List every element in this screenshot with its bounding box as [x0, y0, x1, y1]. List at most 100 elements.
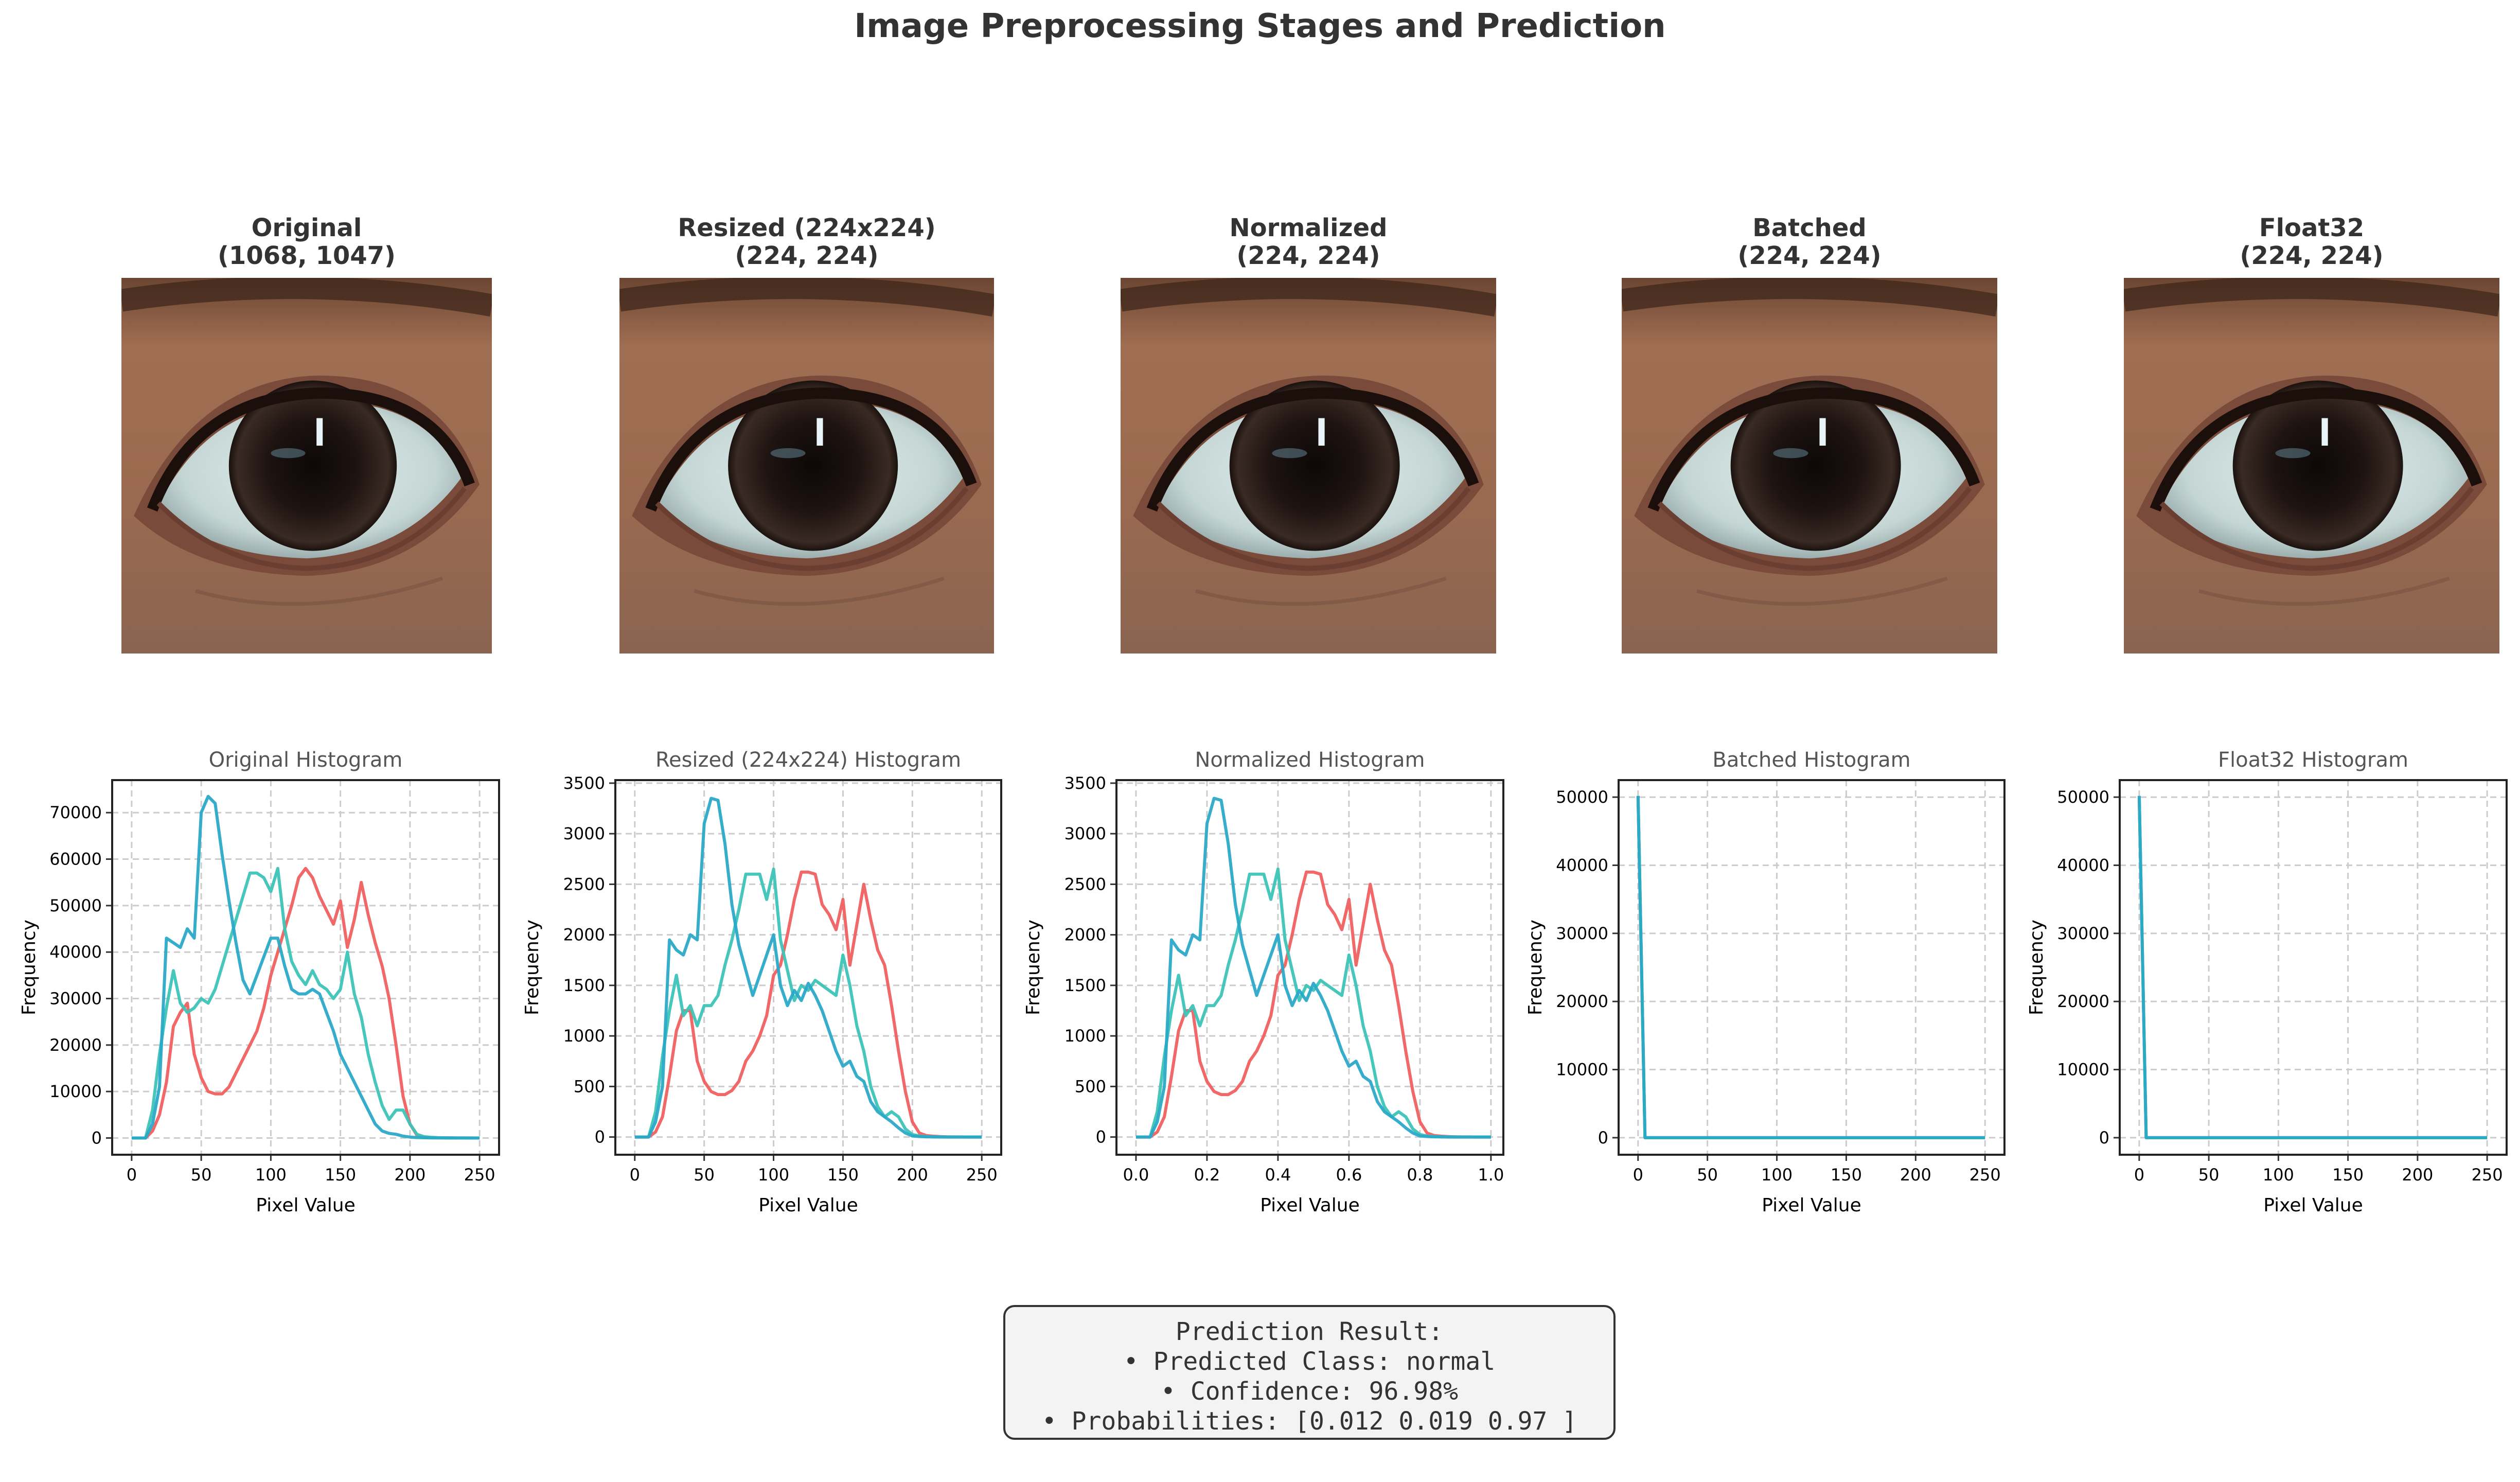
y-tick-label: 0: [1598, 1128, 1608, 1148]
x-axis-label: Pixel Value: [256, 1195, 356, 1216]
y-tick-label: 2000: [563, 925, 605, 945]
y-tick-label: 10000: [1556, 1060, 1608, 1080]
y-tick-label: 0: [2099, 1128, 2109, 1148]
x-tick-label: 50: [694, 1165, 715, 1185]
plot-frame: [1116, 780, 1503, 1155]
series-line-3: [1638, 796, 1985, 1138]
histogram-chart-4: 0 50 100 150 200 250 0 10000 20000 30000 40000 5000…: [1525, 748, 2004, 1216]
y-tick-label: 1000: [563, 1026, 605, 1046]
plot-frame: [1619, 780, 2004, 1155]
series-line-3: [132, 797, 480, 1138]
x-tick-label: 250: [1969, 1165, 2001, 1185]
x-tick-label: 50: [1697, 1165, 1718, 1185]
x-tick-label: 100: [255, 1165, 287, 1185]
series-line-2: [1638, 796, 1985, 1138]
series-line-1: [1638, 796, 1985, 1138]
y-tick-label: 3500: [1064, 773, 1106, 793]
y-axis-label: Frequency: [522, 920, 543, 1015]
histogram-chart-2: 0 50 100 150 200 2500500100015002000250030003…: [522, 748, 1001, 1216]
y-tick-label: 70000: [49, 803, 102, 822]
y-tick-label: 20000: [49, 1035, 102, 1055]
y-tick-label: 10000: [2057, 1060, 2109, 1080]
x-tick-label: 1.0: [1478, 1165, 1504, 1185]
x-tick-label: 0.0: [1123, 1165, 1149, 1185]
series-line-1: [132, 869, 480, 1138]
x-axis-label: Pixel Value: [2263, 1195, 2363, 1216]
prediction-result-box: Prediction Result: • Predicted Class: no…: [1003, 1305, 1616, 1440]
y-tick-label: 1000: [1064, 1026, 1106, 1046]
y-axis-label: Frequency: [1525, 920, 1546, 1015]
plot-frame: [615, 780, 1001, 1155]
y-axis-label: Frequency: [2026, 920, 2047, 1015]
series-line-2: [635, 869, 982, 1137]
x-tick-label: 250: [966, 1165, 998, 1185]
y-tick-label: 30000: [2057, 924, 2109, 943]
x-tick-label: 200: [897, 1165, 928, 1185]
y-tick-label: 3000: [1064, 824, 1106, 843]
predicted-class-line: • Predicted Class: normal: [1005, 1347, 1613, 1376]
y-tick-label: 60000: [49, 850, 102, 869]
y-axis-label: Frequency: [1023, 920, 1044, 1015]
histogram-chart-1: 0 50 100 150 200 250 0 10000 20000 30000 40000 5000…: [19, 748, 499, 1216]
series-line-1: [1136, 872, 1491, 1137]
x-tick-label: 200: [394, 1165, 425, 1185]
x-tick-label: 0.8: [1407, 1165, 1433, 1185]
y-tick-label: 500: [1075, 1077, 1106, 1096]
x-tick-label: 250: [464, 1165, 495, 1185]
x-tick-label: 0.6: [1336, 1165, 1362, 1185]
x-axis-label: Pixel Value: [1260, 1195, 1360, 1216]
chart-title: Float32 Histogram: [2218, 748, 2408, 772]
x-axis-label: Pixel Value: [1762, 1195, 1861, 1216]
y-tick-label: 40000: [2057, 855, 2109, 875]
probabilities-line: • Probabilities: [0.012 0.019 0.97 ]: [1005, 1407, 1613, 1436]
y-tick-label: 3000: [563, 824, 605, 843]
y-tick-label: 20000: [2057, 992, 2109, 1011]
x-tick-label: 0: [127, 1165, 137, 1185]
y-tick-label: 10000: [49, 1082, 102, 1101]
x-axis-label: Pixel Value: [758, 1195, 858, 1216]
x-tick-label: 150: [2332, 1165, 2364, 1185]
chart-title: Batched Histogram: [1712, 748, 1910, 772]
y-tick-label: 30000: [49, 989, 102, 1009]
y-tick-label: 40000: [49, 942, 102, 962]
y-tick-label: 2500: [563, 874, 605, 894]
y-axis-label: Frequency: [19, 920, 40, 1015]
series-line-2: [132, 869, 480, 1138]
x-tick-label: 0: [1633, 1165, 1643, 1185]
histogram-chart-3: 0.0 0.2 0.4 0.6 0.8 1.0 0 500 1000 1500 2000 2500 30…: [1023, 748, 1504, 1216]
series-line-1: [635, 872, 982, 1137]
y-tick-label: 2000: [1064, 925, 1106, 945]
x-tick-label: 150: [827, 1165, 859, 1185]
chart-title: Resized (224x224) Histogram: [655, 748, 961, 772]
y-tick-label: 2500: [1064, 874, 1106, 894]
y-tick-label: 0: [92, 1128, 102, 1148]
x-tick-label: 200: [1900, 1165, 1931, 1185]
chart-title: Original Histogram: [209, 748, 403, 772]
y-tick-label: 0: [1096, 1127, 1106, 1147]
x-tick-label: 0.4: [1265, 1165, 1291, 1185]
series-line-1: [2139, 796, 2487, 1138]
y-tick-label: 20000: [1556, 992, 1608, 1011]
prediction-heading: Prediction Result:: [1005, 1317, 1613, 1346]
y-tick-label: 1500: [563, 976, 605, 995]
x-tick-label: 50: [2198, 1165, 2220, 1185]
y-tick-label: 500: [574, 1077, 605, 1096]
y-tick-label: 1500: [1064, 976, 1106, 995]
y-tick-label: 50000: [49, 896, 102, 915]
histogram-chart-5: 0 50 100 150 200 250 0 10000 20000 30000 40000 5000…: [2026, 748, 2507, 1216]
x-tick-label: 250: [2472, 1165, 2503, 1185]
y-tick-label: 3500: [563, 773, 605, 793]
series-line-2: [2139, 796, 2487, 1138]
series-line-3: [2139, 796, 2487, 1138]
y-tick-label: 50000: [2057, 787, 2109, 807]
x-tick-label: 200: [2402, 1165, 2433, 1185]
series-line-2: [1136, 869, 1491, 1137]
confidence-line: • Confidence: 96.98%: [1005, 1377, 1613, 1406]
x-tick-label: 100: [1761, 1165, 1793, 1185]
x-tick-label: 100: [2263, 1165, 2294, 1185]
plot-frame: [112, 780, 499, 1155]
y-tick-label: 50000: [1556, 787, 1608, 807]
chart-title: Normalized Histogram: [1195, 748, 1425, 772]
plot-frame: [2120, 780, 2507, 1155]
